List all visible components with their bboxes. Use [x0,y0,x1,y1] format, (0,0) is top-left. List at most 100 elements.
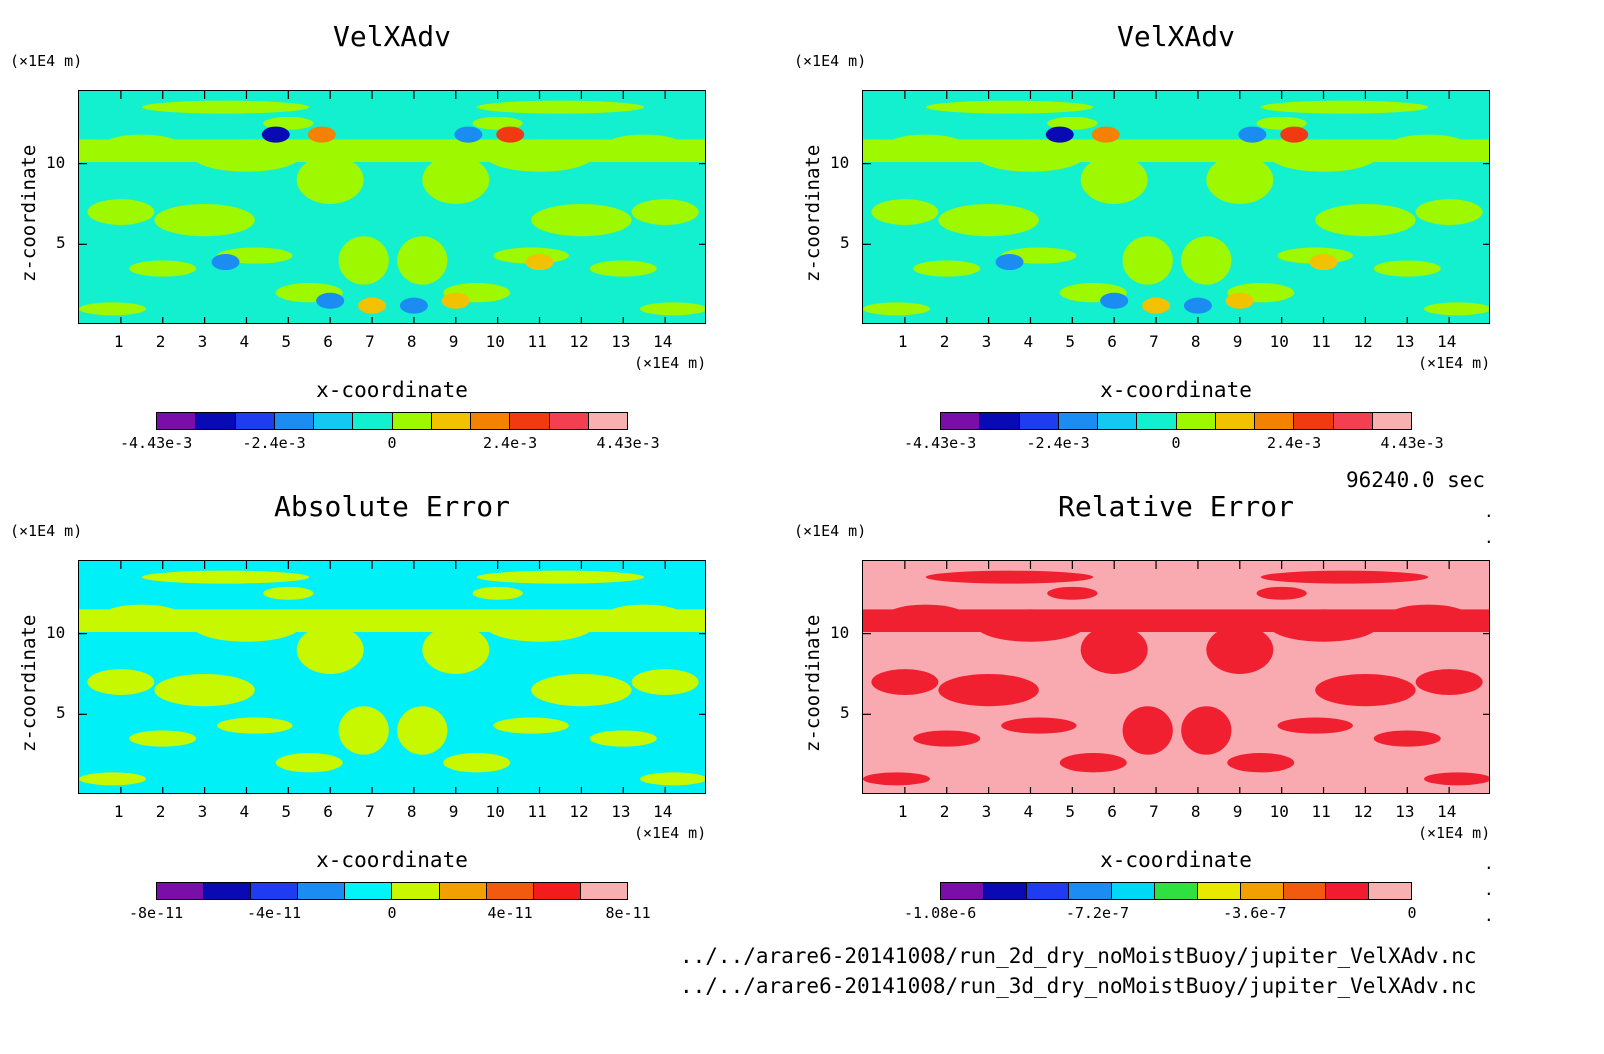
colorbar-swatch [486,883,534,899]
dot-marker: . [1484,528,1494,547]
colorbar-swatch [439,883,487,899]
colorbar-swatch [580,883,627,899]
contour-field [863,91,1489,323]
contour-region [472,116,523,130]
colorbar-swatch [941,883,984,899]
colorbar-label: -1.08e-6 [904,904,977,922]
extremum-feature [1225,292,1254,309]
contour-field [863,561,1489,793]
contour-region [1415,669,1483,695]
colorbar-swatch [392,413,432,429]
plot-area [78,90,706,324]
extremum-feature [1100,292,1129,309]
colorbar-swatch [1369,883,1411,899]
contour-region [1424,302,1489,316]
colorbar-swatch [1098,413,1138,429]
colorbar-label: -4.43e-3 [904,434,977,452]
contour-region [443,753,511,773]
x-tick-label: 5 [1065,332,1075,351]
z-tick-label: 10 [46,622,66,642]
contour-region [1047,586,1098,600]
x-tick-label: 7 [1149,802,1159,821]
contour-region [275,753,343,773]
x-tick-label: 12 [1353,332,1373,351]
contour-region [1181,706,1232,755]
colorbar-label: 0 [387,434,397,452]
extremum-feature [1183,297,1212,314]
contour-region [1080,155,1148,204]
colorbar-label: -4e-11 [247,904,302,922]
contour-region [338,236,389,285]
contour-region [863,302,930,316]
colorbar-label: 4e-11 [487,904,533,922]
contour-band [863,609,1489,633]
x-tick-label: 14 [1437,802,1457,821]
contour-region [154,203,255,237]
colorbar-swatch [471,413,511,429]
x-tick-label: 5 [281,802,291,821]
contour-region [1373,730,1441,747]
z-tick-label: 10 [46,152,66,172]
extremum-feature [1280,126,1309,143]
colorbar-label: -7.2e-7 [1065,904,1130,922]
z-tick-label: 10 [830,622,850,642]
x-tick-label: 1 [113,332,124,351]
contour-region [871,199,939,225]
colorbar-label: -3.6e-7 [1223,904,1287,922]
colorbar-label: 0 [1171,434,1181,452]
contour-region [1256,116,1307,130]
contour-region [938,673,1039,707]
contour-region [338,706,389,755]
contour-region [1080,625,1148,674]
colorbar-swatch [588,413,627,429]
extremum-feature [454,126,483,143]
x-tick-label: 9 [1232,802,1243,821]
file-path-2d: ../../arare6-20141008/run_2d_dry_noMoist… [680,944,1477,968]
x-tick-label: 14 [1437,332,1457,351]
plot-area [78,560,706,794]
x-tick-label: 2 [939,332,950,351]
extremum-feature [441,292,470,309]
contour-region [1206,155,1274,204]
x-tick-label: 5 [281,332,291,351]
contour-band [79,139,705,163]
contour-band [863,139,1489,163]
z-unit-label: (×1E4 m) [794,52,867,70]
dot-marker: . [1484,906,1494,925]
colorbar-swatch [1026,883,1070,899]
y-axis-label: z-coordinate [18,144,40,282]
plot-area [862,560,1490,794]
x-tick-label: 3 [197,332,208,351]
x-tick-label: 11 [1311,802,1331,821]
extremum-feature [211,254,240,271]
colorbar-swatch [345,883,393,899]
x-axis-label: x-coordinate [316,848,468,872]
time-label: 96240.0 sec [1346,468,1486,492]
contour-region [589,730,657,747]
x-tick-label: 11 [1311,332,1331,351]
x-tick-label: 2 [939,802,950,821]
dot-marker: . [1484,880,1494,899]
panel-title: Relative Error [1057,490,1294,523]
colorbar-swatch [353,413,393,429]
contour-region [476,100,645,114]
x-unit-label: (×1E4 m) [1418,824,1491,842]
colorbar [156,882,628,900]
dot-marker: . [1484,502,1494,521]
extremum-feature [358,297,387,314]
colorbar-swatch [1326,883,1370,899]
contour-region [87,669,155,695]
colorbar-swatch [980,413,1020,429]
x-tick-label: 11 [527,332,547,351]
colorbar-swatch [1294,413,1334,429]
contour-region [863,772,930,786]
x-tick-label: 11 [527,802,547,821]
contour-region [129,260,197,277]
extremum-feature [496,126,525,143]
x-tick-label: 9 [448,802,459,821]
x-tick-label: 10 [485,802,505,821]
colorbar-swatch [1112,883,1156,899]
extremum-feature [1142,297,1171,314]
colorbar-swatch [196,413,236,429]
x-axis-label: x-coordinate [1100,848,1252,872]
